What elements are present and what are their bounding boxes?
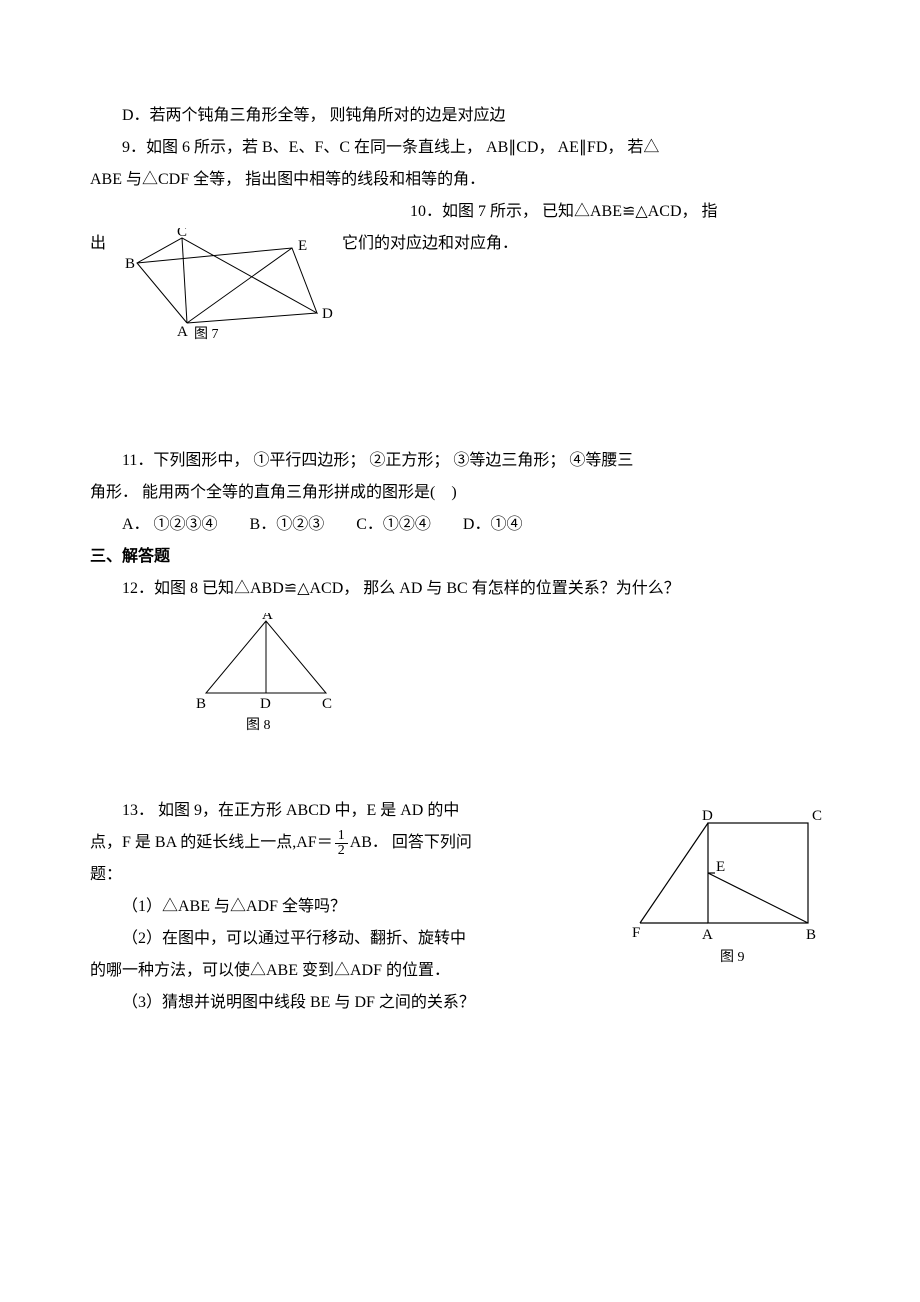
q8-option-d: D．若两个钝角三角形全等， 则钝角所对的边是对应边 — [90, 100, 830, 132]
figure-9-svg: D C E F A B 图 9 — [630, 805, 830, 965]
fig8-label-d: D — [260, 696, 271, 712]
figure-9: D C E F A B 图 9 — [630, 805, 830, 977]
q12-text: 12．如图 8 已知△ABD≌△ACD， 那么 AD 与 BC 有怎样的位置关系… — [90, 573, 830, 605]
q9-line2: ABE 与△CDF 全等， 指出图中相等的线段和相等的角． — [90, 164, 830, 196]
fraction-den: 2 — [335, 844, 348, 858]
fig7-label-a: A — [177, 324, 188, 340]
q11-line1: 11．下列图形中， ①平行四边形； ②正方形； ③等边三角形； ④等腰三 — [90, 445, 830, 477]
fig8-label-a: A — [262, 613, 273, 623]
fig7-label-e: E — [298, 238, 307, 254]
fraction-num: 1 — [335, 829, 348, 844]
q13-line2b: AB． 回答下列问 — [350, 834, 472, 851]
q13-p2b: 的哪一种方法，可以使△ABE 变到△ADF 的位置． — [90, 955, 620, 987]
spacer — [90, 355, 830, 445]
q10-part1: 10．如图 7 所示， 已知△ABE≌△ACD， 指 — [90, 196, 830, 228]
fig9-label-d: D — [702, 808, 713, 824]
q13-line3: 题： — [90, 859, 620, 891]
q9-line1: 9．如图 6 所示，若 B、E、F、C 在同一条直线上， AB∥CD， AE∥F… — [90, 132, 830, 164]
fig9-label-b: B — [806, 927, 816, 943]
q13-text-block: 13． 如图 9，在正方形 ABCD 中，E 是 AD 的中 点，F 是 BA … — [90, 795, 620, 1019]
fig9-label-c: C — [812, 808, 822, 824]
fig7-caption: 图 7 — [194, 327, 219, 342]
q10-part2-left: 出 — [90, 228, 122, 260]
q13-line2: 点，F 是 BA 的延长线上一点,AF＝12AB． 回答下列问 — [90, 827, 620, 859]
fig9-label-e: E — [716, 859, 725, 875]
q13-line1: 13． 如图 9，在正方形 ABCD 中，E 是 AD 的中 — [90, 795, 620, 827]
fig9-label-f: F — [632, 925, 640, 941]
figure-7: A B C D E 图 7 — [122, 228, 342, 355]
fig7-label-c: C — [177, 228, 187, 240]
figure-8: A B D C 图 8 — [186, 613, 830, 745]
fig8-label-b: B — [196, 696, 206, 712]
figure-8-svg: A B D C 图 8 — [186, 613, 356, 733]
fig7-label-b: B — [125, 256, 135, 272]
spacer-2 — [90, 745, 830, 795]
q10-part2-right: 它们的对应边和对应角． — [342, 228, 830, 260]
fraction-half: 12 — [335, 829, 348, 858]
figure-7-svg: A B C D E 图 7 — [122, 228, 342, 343]
q13-line2a: 点，F 是 BA 的延长线上一点,AF＝ — [90, 834, 333, 851]
q10-row: 出 A B C D E 图 7 它们的对应边和对应角． — [90, 228, 830, 355]
q13-p1: （1）△ABE 与△ADF 全等吗？ — [90, 891, 620, 923]
fig9-caption: 图 9 — [720, 950, 745, 965]
fig7-label-d: D — [322, 306, 333, 322]
section-3-heading: 三、解答题 — [90, 541, 830, 573]
q11-options: A． ①②③④ B．①②③ C．①②④ D．①④ — [90, 509, 830, 541]
q13-p3: （3）猜想并说明图中线段 BE 与 DF 之间的关系？ — [90, 987, 620, 1019]
fig8-caption: 图 8 — [246, 718, 271, 733]
q13-row: 13． 如图 9，在正方形 ABCD 中，E 是 AD 的中 点，F 是 BA … — [90, 795, 830, 1019]
q13-p2a: （2）在图中，可以通过平行移动、翻折、旋转中 — [90, 923, 620, 955]
q11-line2: 角形． 能用两个全等的直角三角形拼成的图形是( ) — [90, 477, 830, 509]
fig9-label-a: A — [702, 927, 713, 943]
fig8-label-c: C — [322, 696, 332, 712]
